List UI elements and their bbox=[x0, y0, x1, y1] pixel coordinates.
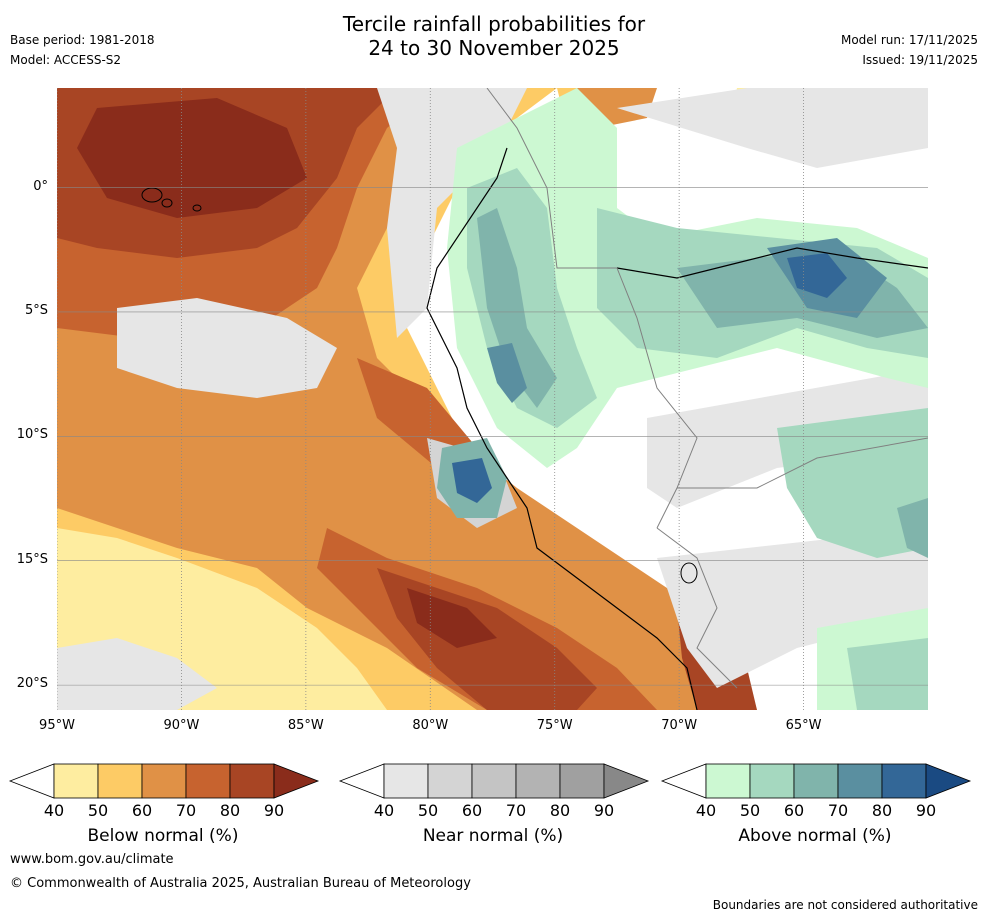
legend-tick-label: 90 bbox=[263, 801, 285, 820]
legend-colorbars bbox=[8, 763, 972, 799]
legend-tick-label: 80 bbox=[219, 801, 241, 820]
legend-tick-label: 40 bbox=[373, 801, 395, 820]
legend-above-label: Above normal (%) bbox=[738, 826, 892, 846]
above-50-60-se bbox=[847, 638, 928, 710]
legend-swatch bbox=[515, 763, 561, 799]
below-90-south bbox=[407, 588, 497, 648]
legend-swatch bbox=[229, 763, 275, 799]
legend-tick-label: 50 bbox=[417, 801, 439, 820]
legend-arrow-left bbox=[8, 763, 55, 799]
legend-tick-label: 70 bbox=[175, 801, 197, 820]
legend-swatch bbox=[185, 763, 231, 799]
country-boundaries bbox=[486, 88, 928, 689]
near-40-50-sw bbox=[57, 638, 217, 710]
legend-swatch bbox=[881, 763, 927, 799]
legend-tick-label: 60 bbox=[783, 801, 805, 820]
legend-tick-label: 60 bbox=[131, 801, 153, 820]
legend-tick-label: 50 bbox=[739, 801, 761, 820]
near-40-50-ne bbox=[617, 88, 928, 168]
above-80-90-amazon bbox=[787, 253, 847, 298]
lon-tick-95w: 95°W bbox=[39, 718, 75, 733]
near-40-50-bolivia bbox=[657, 528, 928, 688]
legend-tick-label: 60 bbox=[461, 801, 483, 820]
lon-tick-70w: 70°W bbox=[661, 718, 698, 733]
lat-tick-10s: 10°S bbox=[16, 427, 48, 443]
legend-tick-label: 90 bbox=[915, 801, 937, 820]
issued-date: Issued: 19/11/2025 bbox=[862, 53, 978, 67]
above-80-90-peru bbox=[452, 458, 492, 503]
legend-tick-label: 80 bbox=[871, 801, 893, 820]
legend-tick-label: 80 bbox=[549, 801, 571, 820]
legend-below-label: Below normal (%) bbox=[87, 826, 239, 846]
above-50-60-brazil bbox=[777, 408, 928, 558]
below-70-80-coastal bbox=[357, 358, 477, 468]
lat-tick-5s: 5°S bbox=[24, 302, 48, 318]
gridlines bbox=[57, 88, 928, 710]
lake-titicaca bbox=[680, 562, 698, 584]
legend-tick-label: 50 bbox=[87, 801, 109, 820]
legend-swatch bbox=[837, 763, 883, 799]
galapagos-islands bbox=[141, 187, 202, 212]
legend-arrow-right bbox=[603, 763, 650, 799]
meta-left: Base period: 1981-2018 Model: ACCESS-S2 bbox=[10, 30, 155, 70]
legend-swatch bbox=[427, 763, 473, 799]
legend-above-normal bbox=[660, 763, 972, 799]
lon-tick-75w: 75°W bbox=[536, 718, 573, 733]
model-run: Model run: 17/11/2025 bbox=[840, 33, 978, 47]
legend-swatch bbox=[471, 763, 517, 799]
model-name: Model: ACCESS-S2 bbox=[10, 53, 122, 67]
website-link[interactable]: www.bom.gov.au/climate bbox=[10, 852, 174, 867]
legend-swatch bbox=[749, 763, 795, 799]
legend-near-label: Near normal (%) bbox=[422, 826, 564, 846]
legend-tick-label: 70 bbox=[505, 801, 527, 820]
river-amazon bbox=[616, 247, 928, 279]
legend-tick-label: 70 bbox=[827, 801, 849, 820]
legend-swatch bbox=[141, 763, 187, 799]
above-60-70-brazil bbox=[897, 498, 928, 558]
legend-arrow-left bbox=[338, 763, 385, 799]
legend-arrow-right bbox=[925, 763, 972, 799]
legend-swatch bbox=[705, 763, 751, 799]
legend-arrow-left bbox=[660, 763, 707, 799]
above-normal-region bbox=[437, 88, 928, 710]
legend-tick-label: 90 bbox=[593, 801, 615, 820]
probability-map bbox=[57, 88, 928, 710]
near-40-50-ocean bbox=[117, 298, 337, 398]
lon-tick-90w: 90°W bbox=[163, 718, 200, 733]
legend-tick-label: 40 bbox=[43, 801, 65, 820]
legend-swatch bbox=[793, 763, 839, 799]
lat-tick-15s: 15°S bbox=[16, 551, 48, 567]
above-60-70-andes bbox=[477, 208, 557, 408]
lat-tick-20s: 20°S bbox=[16, 676, 48, 692]
disclaimer-text: Boundaries are not considered authoritat… bbox=[712, 898, 978, 912]
legend-swatch bbox=[97, 763, 143, 799]
legend-swatch bbox=[383, 763, 429, 799]
lat-tick-0: 0° bbox=[33, 178, 48, 194]
legend-near-normal bbox=[338, 763, 650, 799]
lon-tick-80w: 80°W bbox=[412, 718, 449, 733]
lon-tick-65w: 65°W bbox=[785, 718, 822, 733]
legend-swatch bbox=[559, 763, 605, 799]
below-90-north bbox=[77, 98, 307, 218]
title-line-1: Tercile rainfall probabilities for bbox=[342, 12, 646, 36]
copyright-text: © Commonwealth of Australia 2025, Austra… bbox=[10, 876, 471, 891]
legend-tick-label: 40 bbox=[695, 801, 717, 820]
legend-swatch bbox=[53, 763, 99, 799]
legend-arrow-right bbox=[273, 763, 320, 799]
above-70-80-andes bbox=[487, 343, 527, 403]
chart-title: Tercile rainfall probabilities for 24 to… bbox=[0, 12, 988, 60]
coastline-west bbox=[426, 147, 698, 710]
base-period: Base period: 1981-2018 bbox=[10, 33, 155, 47]
legend-below-normal bbox=[8, 763, 320, 799]
title-line-2: 24 to 30 November 2025 bbox=[368, 36, 620, 60]
lon-tick-85w: 85°W bbox=[287, 718, 324, 733]
meta-right: Model run: 17/11/2025 Issued: 19/11/2025 bbox=[841, 30, 978, 70]
